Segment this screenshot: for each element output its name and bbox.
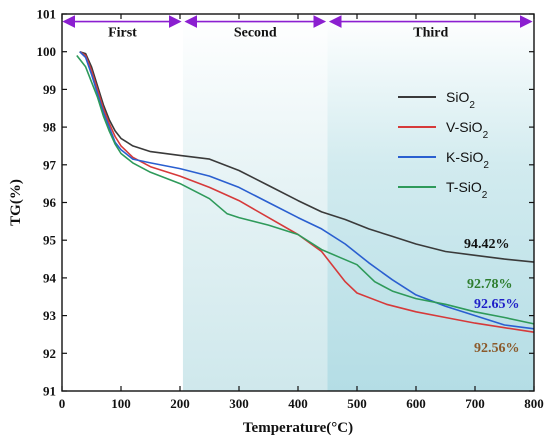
x-tick-label: 400: [288, 396, 308, 411]
stage-arrows: First Second Third: [62, 15, 533, 41]
stage-label-0: First: [108, 26, 137, 41]
x-tick-label: 800: [524, 396, 544, 411]
stage-label-2: Third: [413, 26, 448, 41]
series-line-sio2: [79, 50, 535, 263]
x-tick-label: 300: [229, 396, 249, 411]
x-tick-label: 500: [347, 396, 367, 411]
series-line-t-sio2: [76, 55, 535, 325]
y-tick-label: 95: [43, 233, 57, 248]
end-labels: 94.42% 92.56% 92.65% 92.78%: [464, 237, 520, 356]
y-axis-label: TG(%): [8, 179, 24, 226]
stage-shading: [182, 14, 534, 391]
y-tick-label: 92: [43, 346, 56, 361]
y-tick-label: 97: [43, 157, 57, 172]
y-tick-label: 91: [43, 384, 56, 399]
y-tick-label: 94: [43, 270, 57, 285]
series-line-k-sio2: [79, 51, 535, 330]
end-label-t-sio2: 92.78%: [467, 277, 513, 292]
stage-label-1: Second: [234, 26, 277, 41]
stage-shade-2: [327, 14, 534, 391]
x-axis-label: Temperature(°C): [243, 420, 353, 436]
series-line-v-sio2: [79, 51, 535, 333]
x-tick-label: 100: [111, 396, 131, 411]
end-label-k-sio2: 92.65%: [474, 297, 520, 312]
end-label-sio2: 94.42%: [464, 237, 510, 252]
x-tick-label: 0: [59, 396, 66, 411]
x-tick-label: 600: [406, 396, 426, 411]
series-lines: [76, 50, 535, 333]
y-tick-label: 100: [37, 44, 57, 59]
y-tick-label: 96: [43, 195, 57, 210]
y-tick-label: 98: [43, 120, 57, 135]
axes: 0 100 200 300 400 500 600 700 800 91 92 93 94 95 96 97 9…: [8, 7, 544, 437]
end-label-v-sio2: 92.56%: [474, 341, 520, 356]
y-tick-label: 101: [37, 7, 57, 22]
stage-shade-1: [182, 14, 328, 391]
x-tick-label: 200: [170, 396, 190, 411]
y-tick-label: 99: [43, 82, 57, 97]
y-tick-label: 93: [43, 308, 57, 323]
x-tick-label: 700: [465, 396, 485, 411]
